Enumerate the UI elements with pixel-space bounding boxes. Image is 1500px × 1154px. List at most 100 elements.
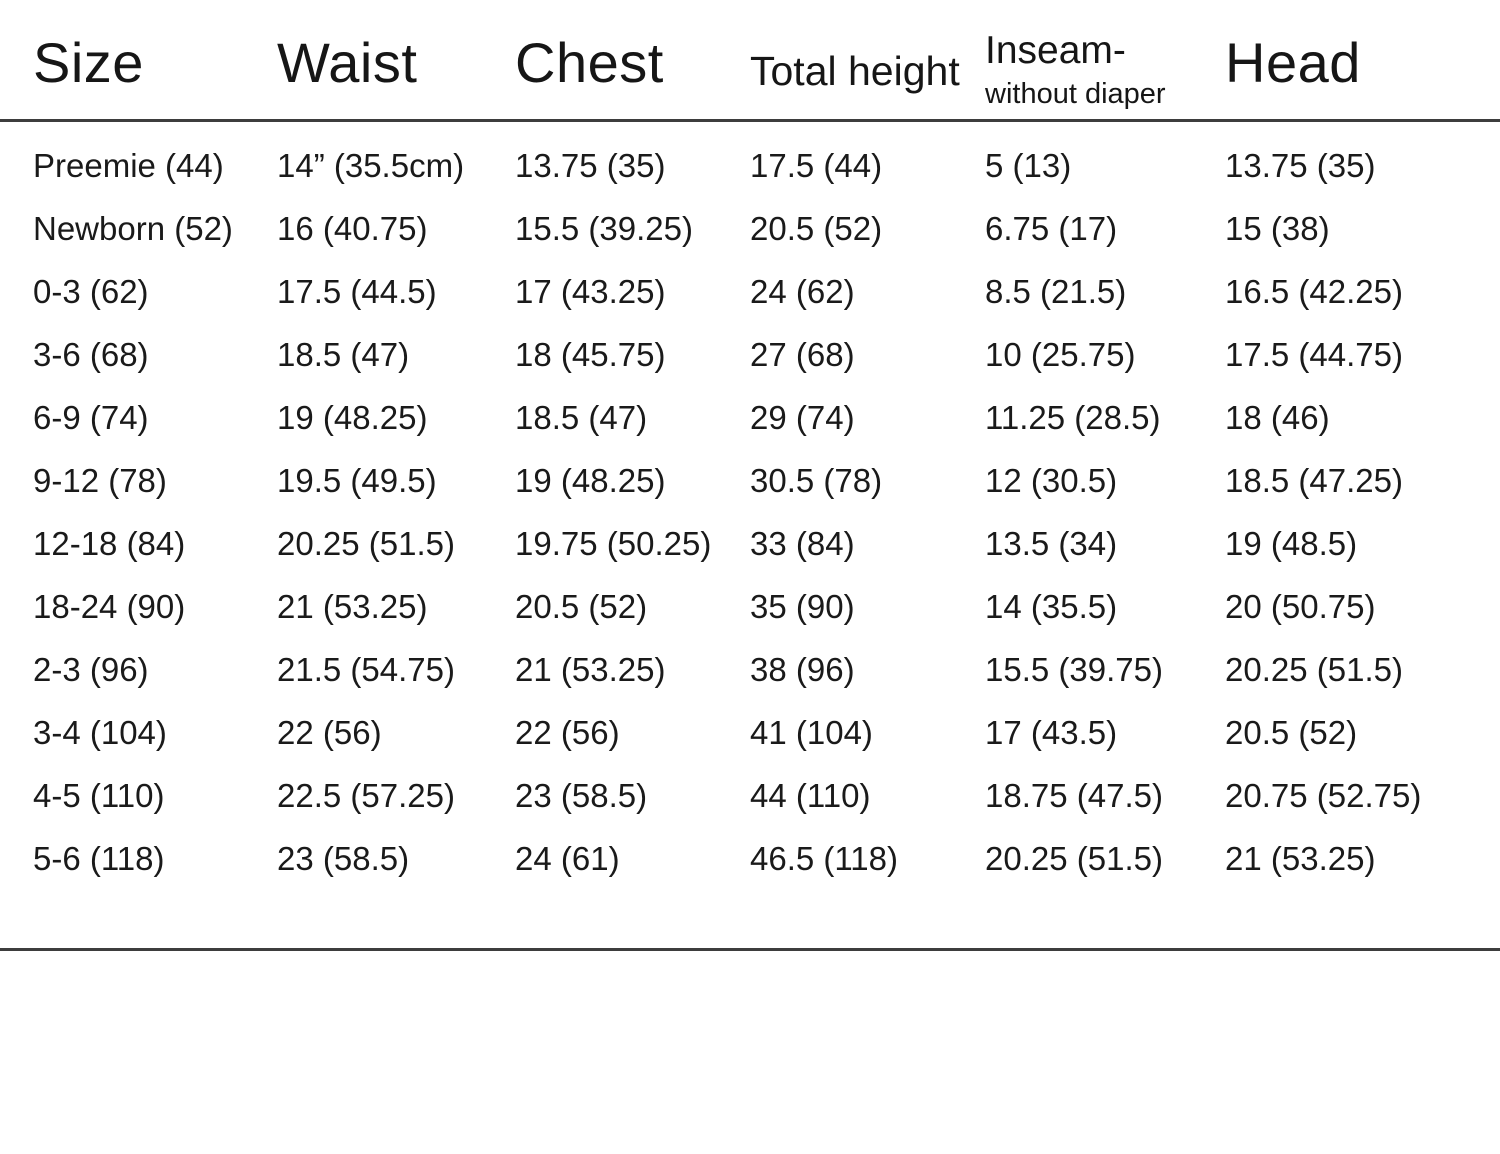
- table-cell: 41 (104): [750, 713, 873, 751]
- column-header-waist: Waist: [277, 0, 515, 122]
- table-cell: 5 (13): [985, 146, 1072, 184]
- table-cell: 20.25 (51.5): [277, 524, 455, 562]
- table-cell: 20.75 (52.75): [1225, 776, 1422, 814]
- table-cell: 18.5 (47): [515, 398, 648, 436]
- table-cell: 35 (90): [750, 587, 855, 625]
- table-cell: 19 (48.25): [277, 398, 428, 436]
- table-cell: 46.5 (118): [750, 839, 898, 877]
- table-row: 3-4 (104) 22 (56) 22 (56) 41 (104) 17 (43.5)…: [0, 701, 1500, 764]
- table-cell: 6.75 (17): [985, 209, 1118, 247]
- table-body: Preemie (44) 14” (35.5cm) 13.75 (35) 17.5 (…: [0, 121, 1500, 891]
- table-cell: 15.5 (39.75): [985, 650, 1163, 688]
- table-cell: 3-6 (68): [33, 335, 149, 373]
- table-cell: 20.25 (51.5): [1225, 650, 1403, 688]
- table-row: 5-6 (118) 23 (58.5) 24 (61) 46.5 (118) 20.25…: [0, 827, 1500, 890]
- table-cell: 44 (110): [750, 776, 871, 814]
- table-row: 12-18 (84) 20.25 (51.5) 19.75 (50.25) 33 (8…: [0, 512, 1500, 575]
- table-cell: 2-3 (96): [33, 650, 149, 688]
- table-cell: 18 (46): [1225, 398, 1330, 436]
- table-cell: 21 (53.25): [1225, 839, 1376, 877]
- table-cell: 13.75 (35): [515, 146, 666, 184]
- column-header-total-height-label: Total height: [750, 48, 960, 94]
- table-cell: 4-5 (110): [33, 776, 165, 814]
- table-cell: 20 (50.75): [1225, 587, 1376, 625]
- table-cell: 27 (68): [750, 335, 855, 373]
- table-cell: 11.25 (28.5): [985, 398, 1161, 436]
- column-header-size-label: Size: [33, 31, 144, 94]
- column-header-head-label: Head: [1225, 31, 1361, 94]
- table-row: 18-24 (90) 21 (53.25) 20.5 (52) 35 (90) 14 (…: [0, 575, 1500, 638]
- table-cell: 22 (56): [277, 713, 382, 751]
- table-cell: 15 (38): [1225, 209, 1330, 247]
- column-header-inseam-sublabel: without diaper: [985, 78, 1166, 110]
- table-cell: 0-3 (62): [33, 272, 149, 310]
- table-cell: 3-4 (104): [33, 713, 167, 751]
- table-cell: 6-9 (74): [33, 398, 149, 436]
- table-cell: 14” (35.5cm): [277, 146, 465, 184]
- table-cell: 10 (25.75): [985, 335, 1136, 373]
- table-row: Preemie (44) 14” (35.5cm) 13.75 (35) 17.5 (…: [0, 121, 1500, 198]
- table-cell: 17.5 (44): [750, 146, 883, 184]
- column-header-total-height: Total height: [750, 0, 985, 122]
- table-cell: 17 (43.5): [985, 713, 1118, 751]
- table-cell: 33 (84): [750, 524, 855, 562]
- table-cell: 5-6 (118): [33, 839, 165, 877]
- table-cell: 19 (48.5): [1225, 524, 1358, 562]
- table-cell: 14 (35.5): [985, 587, 1118, 625]
- column-header-chest: Chest: [515, 0, 750, 122]
- size-chart-table: Size Waist Chest Total height Inseam- wi…: [0, 0, 1500, 891]
- table-cell: 15.5 (39.25): [515, 209, 693, 247]
- table-cell: 18.75 (47.5): [985, 776, 1163, 814]
- table-cell: 18-24 (90): [33, 587, 186, 625]
- table-row: 9-12 (78) 19.5 (49.5) 19 (48.25) 30.5 (78) 1…: [0, 449, 1500, 512]
- table-row: 2-3 (96) 21.5 (54.75) 21 (53.25) 38 (96) 15.…: [0, 638, 1500, 701]
- table-cell: 22 (56): [515, 713, 620, 751]
- table-cell: 17 (43.25): [515, 272, 666, 310]
- table-cell: 13.75 (35): [1225, 146, 1376, 184]
- table-cell: 16.5 (42.25): [1225, 272, 1403, 310]
- column-header-waist-label: Waist: [277, 31, 418, 94]
- table-cell: Preemie (44): [33, 146, 224, 184]
- table-cell: 17.5 (44.75): [1225, 335, 1403, 373]
- table-cell: 18.5 (47.25): [1225, 461, 1403, 499]
- column-header-head: Head: [1225, 0, 1500, 122]
- table-cell: 19.5 (49.5): [277, 461, 437, 499]
- table-cell: 23 (58.5): [277, 839, 410, 877]
- table-cell: 20.5 (52): [750, 209, 883, 247]
- table-cell: 18.5 (47): [277, 335, 410, 373]
- table-cell: 21.5 (54.75): [277, 650, 455, 688]
- table-cell: 18 (45.75): [515, 335, 666, 373]
- table-cell: 12 (30.5): [985, 461, 1118, 499]
- table-cell: 20.25 (51.5): [985, 839, 1163, 877]
- table-cell: 22.5 (57.25): [277, 776, 455, 814]
- table-cell: 24 (61): [515, 839, 620, 877]
- table-row: 6-9 (74) 19 (48.25) 18.5 (47) 29 (74) 11.25 …: [0, 386, 1500, 449]
- table-cell: 29 (74): [750, 398, 855, 436]
- table-cell: 23 (58.5): [515, 776, 648, 814]
- table-row: 3-6 (68) 18.5 (47) 18 (45.75) 27 (68) 10 (25…: [0, 323, 1500, 386]
- table-cell: 9-12 (78): [33, 461, 167, 499]
- bottom-divider: [0, 948, 1500, 951]
- table-cell: 8.5 (21.5): [985, 272, 1127, 310]
- column-header-chest-label: Chest: [515, 31, 664, 94]
- column-header-inseam-label: Inseam-: [985, 29, 1126, 72]
- table-cell: 24 (62): [750, 272, 855, 310]
- table-row: 0-3 (62) 17.5 (44.5) 17 (43.25) 24 (62) 8.5 …: [0, 260, 1500, 323]
- table-cell: 19.75 (50.25): [515, 524, 712, 562]
- table-header: Size Waist Chest Total height Inseam- wi…: [0, 0, 1500, 122]
- header-row: Size Waist Chest Total height Inseam- wi…: [0, 0, 1500, 122]
- table-cell: Newborn (52): [33, 209, 233, 247]
- table-cell: 20.5 (52): [515, 587, 648, 625]
- table-row: 4-5 (110) 22.5 (57.25) 23 (58.5) 44 (110) 18…: [0, 764, 1500, 827]
- column-header-inseam: Inseam- without diaper: [985, 0, 1225, 122]
- table-cell: 21 (53.25): [515, 650, 666, 688]
- table-cell: 13.5 (34): [985, 524, 1118, 562]
- table-cell: 38 (96): [750, 650, 855, 688]
- table-cell: 17.5 (44.5): [277, 272, 437, 310]
- table-cell: 20.5 (52): [1225, 713, 1358, 751]
- column-header-size: Size: [0, 0, 277, 122]
- table-cell: 19 (48.25): [515, 461, 666, 499]
- table-cell: 12-18 (84): [33, 524, 186, 562]
- table-cell: 21 (53.25): [277, 587, 428, 625]
